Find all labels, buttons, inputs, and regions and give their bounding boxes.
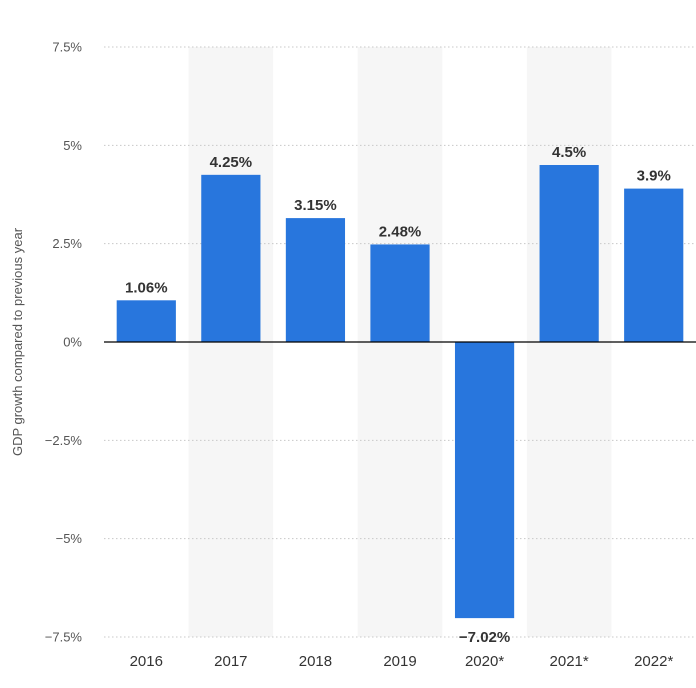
y-tick-label: −2.5%: [45, 433, 83, 448]
data-label: 4.25%: [210, 154, 253, 171]
x-tick-label: 2018: [299, 653, 332, 670]
data-label: 1.06%: [125, 279, 168, 296]
gridlines: [104, 46, 696, 638]
data-label: 3.9%: [637, 168, 671, 185]
x-tick-label: 2017: [214, 653, 247, 670]
bar[interactable]: [201, 174, 261, 342]
y-axis-ticks: 7.5% 5% 2.5% 0% −2.5% −5% −7.5%: [45, 40, 83, 645]
data-label: 4.5%: [552, 144, 586, 161]
data-label: 3.15%: [294, 197, 337, 214]
bars: [116, 165, 684, 619]
bar[interactable]: [539, 165, 599, 342]
y-tick-label: 0%: [63, 335, 82, 350]
data-label: −7.02%: [459, 629, 510, 646]
y-axis-label: GDP growth compared to previous year: [10, 227, 25, 456]
x-tick-label: 2021*: [550, 653, 589, 670]
x-tick-label: 2019: [383, 653, 416, 670]
bar[interactable]: [624, 188, 684, 342]
y-tick-label: −5%: [56, 531, 83, 546]
bar[interactable]: [370, 244, 430, 342]
y-tick-label: 5%: [63, 138, 82, 153]
y-tick-label: 2.5%: [52, 236, 82, 251]
x-tick-label: 2022*: [634, 653, 673, 670]
bar[interactable]: [116, 300, 176, 342]
y-tick-label: −7.5%: [45, 630, 83, 645]
x-tick-label: 2020*: [465, 653, 504, 670]
x-tick-label: 2016: [130, 653, 163, 670]
bar[interactable]: [285, 218, 346, 342]
bar[interactable]: [454, 342, 515, 619]
data-label: 2.48%: [379, 223, 422, 240]
data-labels: 1.06% 4.25% 3.15% 2.48% −7.02% 4.5% 3.9%: [125, 144, 671, 646]
y-tick-label: 7.5%: [52, 40, 82, 55]
x-axis-ticks: 2016 2017 2018 2019 2020* 2021* 2022*: [130, 653, 674, 670]
